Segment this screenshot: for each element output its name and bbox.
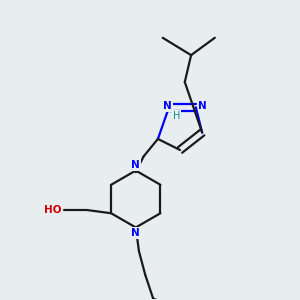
Text: H: H [173,111,181,121]
Text: N: N [131,160,140,170]
Text: N: N [163,101,172,111]
Text: HO: HO [44,205,62,215]
Text: N: N [198,101,207,111]
Text: N: N [131,228,140,238]
